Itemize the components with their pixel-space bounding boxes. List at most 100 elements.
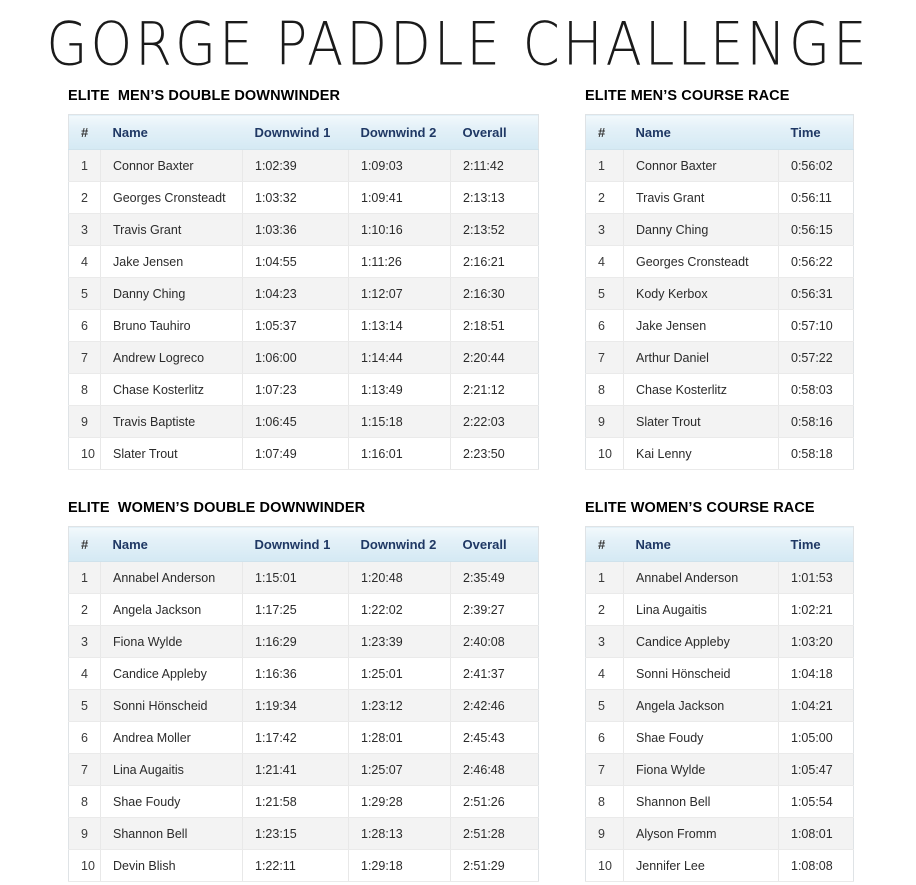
cell-time: 2:46:48 <box>450 753 539 786</box>
cell-name: Kai Lenny <box>623 437 779 470</box>
cell-time: 1:15:18 <box>348 405 451 438</box>
cell-name: Fiona Wylde <box>100 625 243 658</box>
cell-time: 0:56:11 <box>778 181 854 214</box>
cell-name: Travis Grant <box>100 213 243 246</box>
cell-time: 0:57:22 <box>778 341 854 374</box>
cell-time: 1:03:20 <box>778 625 854 658</box>
column-header-rank: # <box>585 526 624 562</box>
cell-name: Kody Kerbox <box>623 277 779 310</box>
cell-time: 1:04:21 <box>778 689 854 722</box>
column-header-name: Name <box>623 526 779 562</box>
cell-time: 1:28:13 <box>348 817 451 850</box>
section-women-double-downwinder: ELITE WOMEN’S DOUBLE DOWNWINDER # Name Dow… <box>68 500 539 882</box>
cell-name: Danny Ching <box>623 213 779 246</box>
cell-time: 1:23:12 <box>348 689 451 722</box>
cell-name: Chase Kosterlitz <box>623 373 779 406</box>
column-header-downwind-2: Downwind 2 <box>348 526 451 562</box>
cell-name: Angela Jackson <box>100 593 243 626</box>
cell-time: 2:45:43 <box>450 721 539 754</box>
table-row: 2 Travis Grant 0:56:11 <box>585 181 854 214</box>
table-row: 1 Connor Baxter 1:02:39 1:09:03 2:11:42 <box>68 149 539 182</box>
table-body: 1 Annabel Anderson 1:15:01 1:20:48 2:35:49 2 A… <box>68 561 539 882</box>
cell-name: Fiona Wylde <box>623 753 779 786</box>
table-row: 1 Annabel Anderson 1:01:53 <box>585 561 854 594</box>
cell-rank: 8 <box>68 373 101 406</box>
cell-time: 1:13:49 <box>348 373 451 406</box>
table-row: 1 Annabel Anderson 1:15:01 1:20:48 2:35:49 <box>68 561 539 594</box>
cell-time: 1:23:15 <box>242 817 349 850</box>
cell-time: 0:56:31 <box>778 277 854 310</box>
cell-time: 1:22:02 <box>348 593 451 626</box>
cell-time: 1:07:23 <box>242 373 349 406</box>
cell-rank: 9 <box>585 817 624 850</box>
cell-name: Angela Jackson <box>623 689 779 722</box>
table-row: 2 Angela Jackson 1:17:25 1:22:02 2:39:27 <box>68 593 539 626</box>
right-column: ELITE MEN’S COURSE RACE # Name Time 1 Conno… <box>585 88 854 882</box>
cell-time: 1:11:26 <box>348 245 451 278</box>
cell-name: Jake Jensen <box>623 309 779 342</box>
table-body: 1 Connor Baxter 1:02:39 1:09:03 2:11:42 2 Geor… <box>68 149 539 470</box>
cell-name: Connor Baxter <box>100 149 243 182</box>
table-row: 4 Jake Jensen 1:04:55 1:11:26 2:16:21 <box>68 245 539 278</box>
section-women-course-race: ELITE WOMEN’S COURSE RACE # Name Time 1 Ann… <box>585 500 854 882</box>
cell-name: Jake Jensen <box>100 245 243 278</box>
cell-time: 1:23:39 <box>348 625 451 658</box>
cell-time: 1:03:32 <box>242 181 349 214</box>
cell-name: Slater Trout <box>100 437 243 470</box>
table-row: 2 Georges Cronsteadt 1:03:32 1:09:41 2:13:13 <box>68 181 539 214</box>
cell-name: Alyson Fromm <box>623 817 779 850</box>
column-header-rank: # <box>68 114 101 150</box>
cell-rank: 6 <box>68 309 101 342</box>
cell-time: 1:13:14 <box>348 309 451 342</box>
column-header-name: Name <box>100 114 243 150</box>
table-row: 3 Travis Grant 1:03:36 1:10:16 2:13:52 <box>68 213 539 246</box>
cell-name: Georges Cronsteadt <box>623 245 779 278</box>
cell-rank: 5 <box>68 689 101 722</box>
section-men-course-race: ELITE MEN’S COURSE RACE # Name Time 1 Conno… <box>585 88 854 470</box>
cell-rank: 9 <box>585 405 624 438</box>
cell-name: Lina Augaitis <box>623 593 779 626</box>
column-header-downwind-2: Downwind 2 <box>348 114 451 150</box>
cell-rank: 8 <box>68 785 101 818</box>
cell-time: 1:05:54 <box>778 785 854 818</box>
cell-rank: 3 <box>68 625 101 658</box>
cell-rank: 2 <box>68 181 101 214</box>
section-men-double-downwinder: ELITE MEN’S DOUBLE DOWNWINDER # Name Downw… <box>68 88 539 470</box>
cell-rank: 1 <box>585 149 624 182</box>
cell-name: Shannon Bell <box>100 817 243 850</box>
cell-name: Sonni Hönscheid <box>100 689 243 722</box>
section-title-women-course-race: ELITE WOMEN’S COURSE RACE <box>585 500 815 516</box>
left-column: ELITE MEN’S DOUBLE DOWNWINDER # Name Downw… <box>68 88 539 882</box>
cell-time: 1:05:47 <box>778 753 854 786</box>
table-row: 6 Bruno Tauhiro 1:05:37 1:13:14 2:18:51 <box>68 309 539 342</box>
table-men-course-race: # Name Time 1 Connor Baxter 0:56:02 2 Travis G… <box>585 114 854 470</box>
column-header-name: Name <box>100 526 243 562</box>
table-row: 8 Chase Kosterlitz 0:58:03 <box>585 373 854 406</box>
cell-time: 1:20:48 <box>348 561 451 594</box>
table-row: 10 Devin Blish 1:22:11 1:29:18 2:51:29 <box>68 849 539 882</box>
table-row: 8 Shae Foudy 1:21:58 1:29:28 2:51:26 <box>68 785 539 818</box>
cell-time: 1:05:00 <box>778 721 854 754</box>
page-title: GORGE PADDLE CHALLENGE <box>46 10 870 79</box>
column-header-downwind-1: Downwind 1 <box>242 526 349 562</box>
column-header-overall: Overall <box>450 114 539 150</box>
table-body: 1 Annabel Anderson 1:01:53 2 Lina Augaitis 1:… <box>585 561 854 882</box>
cell-time: 1:07:49 <box>242 437 349 470</box>
cell-name: Shannon Bell <box>623 785 779 818</box>
cell-name: Travis Grant <box>623 181 779 214</box>
cell-rank: 2 <box>68 593 101 626</box>
cell-time: 1:29:28 <box>348 785 451 818</box>
table-row: 7 Andrew Logreco 1:06:00 1:14:44 2:20:44 <box>68 341 539 374</box>
table-body: 1 Connor Baxter 0:56:02 2 Travis Grant 0:56:1… <box>585 149 854 470</box>
cell-name: Devin Blish <box>100 849 243 882</box>
cell-time: 2:41:37 <box>450 657 539 690</box>
cell-rank: 2 <box>585 593 624 626</box>
table-row: 2 Lina Augaitis 1:02:21 <box>585 593 854 626</box>
cell-name: Annabel Anderson <box>100 561 243 594</box>
cell-time: 2:18:51 <box>450 309 539 342</box>
table-row: 3 Candice Appleby 1:03:20 <box>585 625 854 658</box>
cell-rank: 7 <box>585 753 624 786</box>
cell-rank: 1 <box>68 561 101 594</box>
